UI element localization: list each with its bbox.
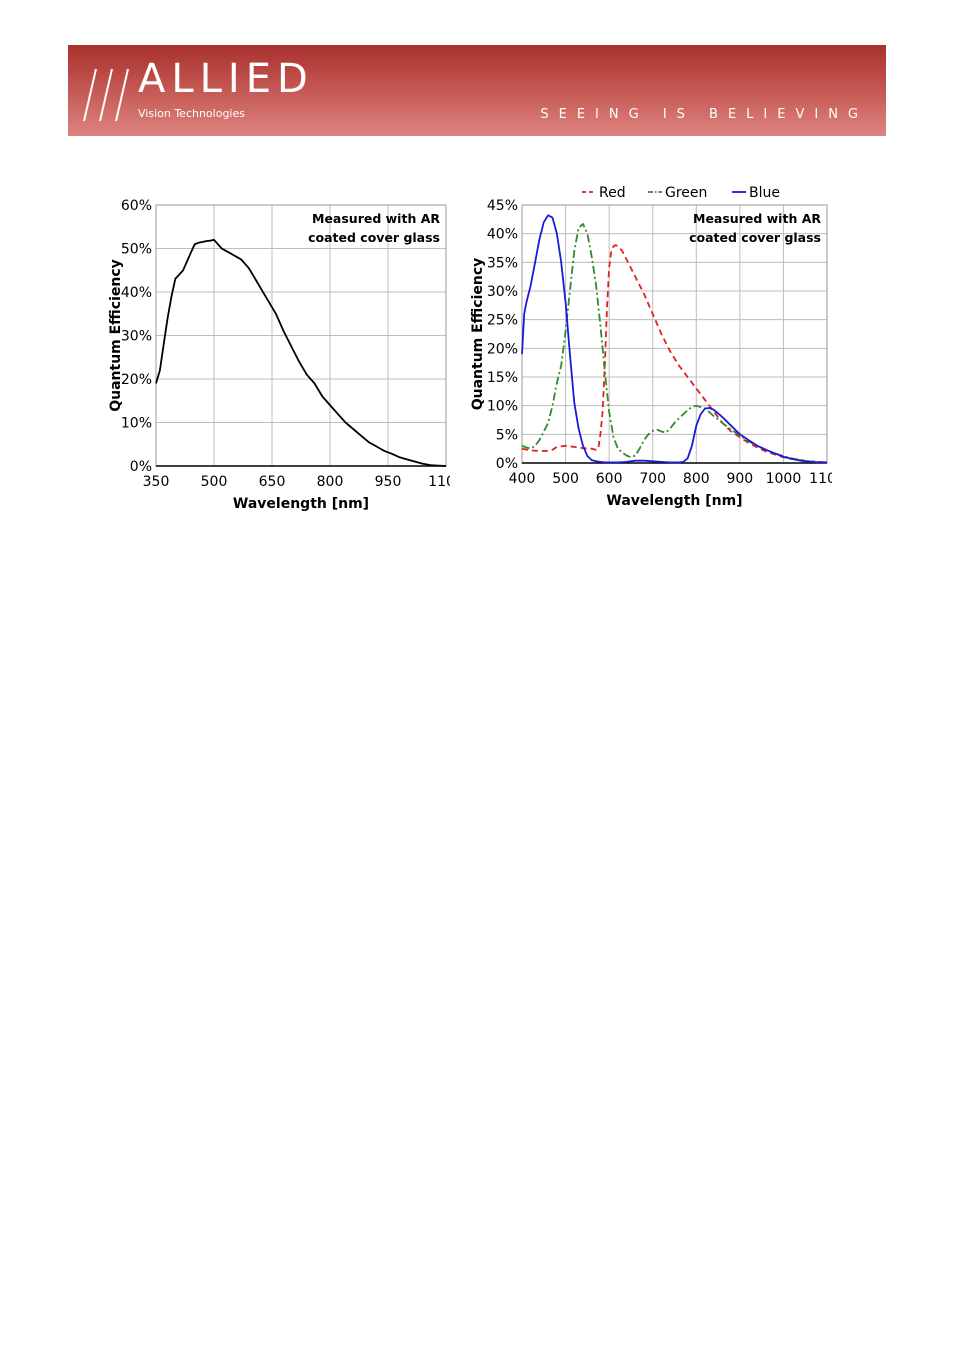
chart2-xtick-label: 400	[509, 471, 536, 487]
mono-qe-chart: 0% 10% 20% 30% 40% 50% 60% 350 500 650 800 950 1100 W…	[104, 180, 464, 519]
chart1-ytick-label: 40%	[121, 285, 152, 301]
chart2-ytick-label: 40%	[487, 227, 518, 243]
chart1-annotation-line: Measured with AR	[312, 211, 440, 226]
chart1-series-line-0	[155, 238, 447, 467]
chart1-ytick-label: 50%	[121, 242, 152, 258]
chart1-xtick-label: 950	[375, 474, 402, 490]
chart2-xtick-label: 700	[639, 471, 666, 487]
chart2-ylabel: Quantum Efficiency	[470, 258, 486, 411]
chart2-ytick-label: 15%	[487, 370, 518, 386]
chart2-ytick-label: 35%	[487, 255, 518, 271]
chart2-series-line-red	[521, 244, 828, 464]
chart2-ytick-label: 25%	[487, 313, 518, 329]
chart2-xtick-label: 1000	[766, 471, 802, 487]
chart2-xtick-label: 1100	[809, 471, 832, 487]
chart1-xtick-label: 650	[259, 474, 286, 490]
chart2-legend-label-red: Red	[599, 185, 626, 201]
color-qe-chart-svg: 0% 5% 10% 15% 20% 25% 30% 35% 40% 45% 400 500 600 700…	[470, 185, 845, 509]
chart2-ytick-label: 10%	[487, 399, 518, 415]
chart2-xlabel: Wavelength [nm]	[606, 493, 742, 509]
color-qe-chart: 0% 5% 10% 15% 20% 25% 30% 35% 40% 45% 400 500 600 700…	[466, 180, 845, 519]
chart1-ytick-label: 10%	[121, 416, 152, 432]
chart2-xtick-label: 600	[596, 471, 623, 487]
logo-subtitle: Vision Technologies	[138, 107, 245, 120]
chart1-xtick-label: 350	[143, 474, 170, 490]
chart2-ytick-label: 30%	[487, 284, 518, 300]
chart1-ytick-label: 20%	[121, 372, 152, 388]
chart1-ytick-label: 0%	[130, 459, 152, 475]
chart2-legend-label-green: Green	[665, 185, 707, 201]
chart2-ytick-label: 5%	[496, 427, 518, 443]
chart2-ytick-label: 20%	[487, 341, 518, 357]
chart1-ylabel: Quantum Efficiency	[108, 259, 124, 412]
chart1-xtick-label: 1100	[428, 474, 450, 490]
logo-wordmark: ALLIED	[138, 56, 314, 102]
chart1-ytick-label: 60%	[121, 198, 152, 214]
chart1-xlabel: Wavelength [nm]	[233, 496, 369, 512]
chart2-xtick-label: 500	[552, 471, 579, 487]
chart2-ytick-label: 0%	[496, 456, 518, 472]
chart1-xtick-label: 800	[317, 474, 344, 490]
chart2-ytick-label: 45%	[487, 198, 518, 214]
chart1-xtick-label: 500	[201, 474, 228, 490]
chart2-series-line-green	[521, 223, 828, 464]
tagline: SEEING IS BELIEVING	[540, 107, 868, 122]
chart1-ytick-label: 30%	[121, 329, 152, 345]
logo-slashes-icon	[83, 68, 129, 122]
header-banner: ALLIED Vision Technologies SEEING IS BEL…	[68, 45, 886, 136]
mono-qe-chart-svg: 0% 10% 20% 30% 40% 50% 60% 350 500 650 800 950 1100 W…	[108, 198, 464, 512]
chart2-xtick-label: 900	[726, 471, 753, 487]
chart1-annotation-line: coated cover glass	[308, 230, 440, 245]
chart2-annotation-line: coated cover glass	[689, 230, 821, 245]
chart2-annotation-line: Measured with AR	[693, 211, 821, 226]
chart2-xtick-label: 800	[683, 471, 710, 487]
chart2-series-line-blue	[521, 214, 828, 464]
chart2-legend-label-blue: Blue	[749, 185, 780, 201]
